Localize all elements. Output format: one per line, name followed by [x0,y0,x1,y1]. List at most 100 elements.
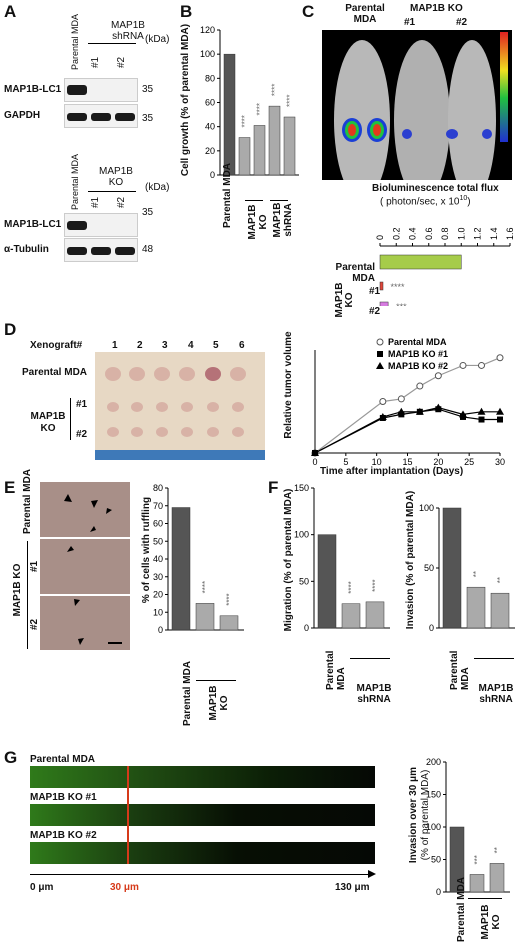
image-label: #1 [29,560,40,572]
data-point [415,407,424,415]
y-axis-label: Cell growth (% of parental MDA) [180,23,191,177]
significance-label: **** [225,593,234,605]
y-tick-label: 0 [429,623,434,633]
y-axis-label: Invasion over 30 μm [408,766,419,864]
row-label: MAP1B-LC1 [4,84,62,95]
group-label: MAP1B KO [208,685,230,721]
row-label: Parental MDA [30,754,96,765]
mw-label: 35 [142,207,154,218]
western-blot [64,104,138,128]
group-line [270,200,288,201]
panel-label-g: G [4,748,18,767]
bar [253,125,266,176]
lane-label: Parental MDA [70,153,80,210]
y-tick-label: 0 [304,623,309,633]
significance-label: **** [347,581,356,593]
bar [379,281,384,291]
bar [171,507,191,631]
lane-label: #1 [90,196,101,208]
mouse-label: #2 [456,17,468,28]
x-tick-label: 1.6 [505,227,515,240]
y-tick-label: 80 [153,483,163,493]
data-point [397,395,405,403]
x-tick-label: 0.6 [424,227,434,240]
bar [223,53,236,176]
image-label: Parental MDA [22,468,33,534]
mw-label: 35 [142,84,154,95]
legend-marker [377,351,383,357]
y-tick-label: 150 [294,483,309,493]
y-tick-label: 70 [153,501,163,511]
group-line [196,680,236,681]
kda-label: (kDa) [145,34,170,45]
y-axis-label: % of cells with ruffling [141,496,152,604]
panel-label-b: B [180,2,193,21]
panel-label-c: C [302,2,315,21]
chart-e: 0 10 20 30 40 50 60 70 80 **** **** [153,483,244,635]
bar [469,874,485,893]
x-tick-label: 5 [343,457,348,465]
y-tick-label: 50 [431,855,441,865]
row-label: GAPDH [4,110,41,121]
row-label: MAP1B KO #2 [30,830,97,841]
data-point [379,398,387,405]
bar [238,137,251,176]
x-tick-label: 1.4 [489,227,499,240]
mouse-label: #1 [404,17,416,28]
group-label: MAP1B shRNA [356,683,392,705]
x-tick-label: 0.2 [391,227,401,240]
bioluminescence-image [322,30,512,180]
30um-line [127,766,129,864]
x-tick-label: 0.8 [440,227,450,240]
group-line [27,541,28,649]
x-tick-label: 0.4 [408,227,418,240]
group-label: MAP1B KO [247,204,269,240]
y-tick-label: 60 [153,519,163,529]
chart-f2: 0 50 100 ** ** [419,503,515,633]
x-category: MDA [336,667,347,690]
panel-label-d: D [4,320,17,339]
data-point [497,416,503,423]
lane-label: #2 [116,56,127,68]
mw-label: 35 [142,113,154,124]
lane-label: Parental MDA [70,13,80,70]
significance-label: **** [256,103,265,115]
chart-b: 0 20 40 60 80 100 120 **** **** **** **** [200,25,299,180]
y-axis-label: Relative tumor volume [283,331,294,439]
y-tick-label: 100 [419,503,434,513]
tumor-photo [95,352,265,460]
chart-d: 0 5 10 15 20 25 30 Parental MDA MAP1B KO #1 MAP1B… [311,337,505,465]
group-label: MAP1B shRNA [478,683,514,705]
row-label: Parental MDA [335,262,375,284]
group-label: MAP1B KO [480,904,502,940]
group-line [70,398,71,440]
y-axis-label: (% of parental MDA) [420,769,431,861]
significance-label: ** [472,571,481,577]
row-label: #2 [76,429,88,440]
bar [449,826,465,893]
significance-label: **** [271,84,280,96]
xenograft-num: 3 [162,340,168,351]
group-line [88,191,136,192]
data-point [478,416,485,423]
group-line [245,200,263,201]
arrowheads [64,494,122,645]
micrograph [40,482,130,650]
data-point [397,407,406,415]
bar [195,603,215,631]
data-point [496,407,504,415]
x-tick-label: 0 [312,457,317,465]
y-tick-label: 100 [294,530,309,540]
bar [219,615,239,631]
y-axis-label: Migration (% of parental MDA) [283,488,294,632]
group-line [350,658,390,659]
legend-label: MAP1B KO #1 [388,349,448,359]
bar [268,105,281,176]
x-axis-label: Time after implantation (Days) [320,466,464,477]
y-tick-label: 10 [153,607,163,617]
y-tick-label: 30 [153,572,163,582]
x-category: Parental [325,650,336,690]
invasion-strip [30,766,375,788]
xenograft-num: 4 [188,340,194,351]
